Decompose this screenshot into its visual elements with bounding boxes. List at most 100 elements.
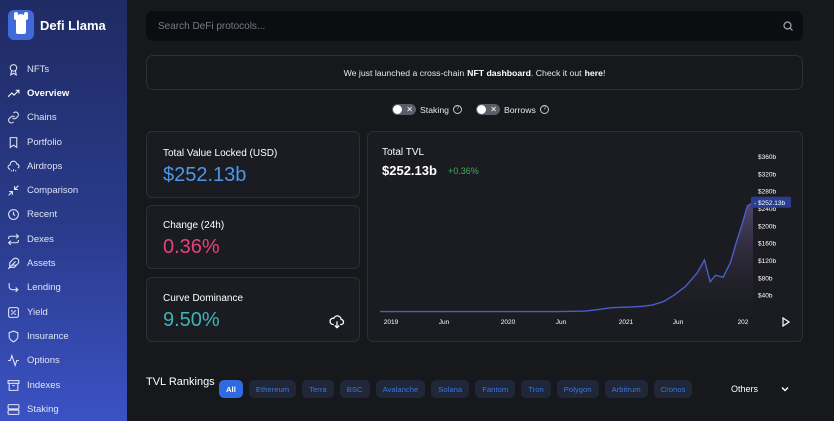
chain-filter-bsc[interactable]: BSC xyxy=(339,380,370,398)
x-tick-label: 2021 xyxy=(619,319,634,326)
feather-icon xyxy=(7,257,20,270)
chain-filter-terra[interactable]: Terra xyxy=(302,380,334,398)
search-icon xyxy=(783,21,793,31)
staking-toggle[interactable]: ✕ Staking ? xyxy=(392,104,462,115)
y-tick-label: $240b xyxy=(758,206,776,213)
chart-change: +0.36% xyxy=(448,166,479,176)
sidebar-item-label: Airdrops xyxy=(27,160,63,172)
y-tick-label: $120b xyxy=(758,258,776,265)
search-input[interactable] xyxy=(146,11,773,41)
sidebar-item-airdrops[interactable]: Airdrops xyxy=(0,154,127,178)
x-tick-label: Jun xyxy=(439,319,450,326)
bookmark-icon xyxy=(9,136,18,148)
tvl-chart[interactable]: $40b $80b $120b $160b $200b $240b $280b $320b $3… xyxy=(368,132,803,342)
dominance-label: Curve Dominance xyxy=(163,293,244,304)
play-icon[interactable] xyxy=(781,317,791,327)
close-icon: ✕ xyxy=(490,105,497,114)
activity-icon xyxy=(8,354,19,368)
x-tick-label: 2020 xyxy=(501,319,516,326)
others-dropdown[interactable]: Others xyxy=(731,384,759,394)
borrows-label: Borrows xyxy=(503,104,536,115)
banner-text-suffix: ! xyxy=(602,67,606,78)
chain-filter-avalanche[interactable]: Avalanche xyxy=(375,380,426,398)
y-tick-label: $160b xyxy=(758,241,776,248)
sidebar: Defi Llama NFTs Overview Chains Portfoli… xyxy=(0,0,127,421)
x-tick-label: Jun xyxy=(556,319,567,326)
sidebar-item-label: Options xyxy=(27,355,60,367)
help-icon[interactable]: ? xyxy=(452,105,462,114)
banner-text-bold: NFT dashboard xyxy=(467,67,531,78)
staking-switch[interactable]: ✕ xyxy=(392,104,416,115)
sidebar-item-recent[interactable]: Recent xyxy=(0,203,127,227)
sidebar-item-label: Yield xyxy=(27,306,48,318)
sidebar-item-chains[interactable]: Chains xyxy=(0,106,127,130)
sidebar-item-nfts[interactable]: NFTs xyxy=(0,57,127,81)
sidebar-item-label: Dexes xyxy=(27,233,54,245)
nft-icon xyxy=(9,63,18,76)
chain-filter-solana[interactable]: Solana xyxy=(431,380,470,398)
sidebar-item-label: Recent xyxy=(27,209,58,221)
sidebar-item-lending[interactable]: Lending xyxy=(0,276,127,300)
sidebar-item-indexes[interactable]: Indexes xyxy=(0,373,127,397)
banner-link[interactable]: here xyxy=(584,67,603,78)
chain-filter: All Ethereum Terra BSC Avalanche Solana Fantom… xyxy=(219,380,693,398)
app-name: Defi Llama xyxy=(40,17,106,33)
cloud-rain-icon xyxy=(7,160,20,172)
banner-text-middle: . Check it out xyxy=(530,67,582,78)
y-tick-label: $200b xyxy=(758,223,776,230)
dominance-card: Curve Dominance 9.50% xyxy=(146,277,360,342)
help-icon[interactable]: ? xyxy=(539,105,549,114)
download-cloud-icon[interactable] xyxy=(329,315,345,329)
y-tick-label: $80b xyxy=(758,275,773,282)
chain-filter-polygon[interactable]: Polygon xyxy=(556,380,599,398)
tvl-label: Total Value Locked (USD) xyxy=(163,148,278,159)
tvl-card: Total Value Locked (USD) $252.13b xyxy=(146,131,360,198)
chain-filter-ethereum[interactable]: Ethereum xyxy=(248,380,297,398)
sidebar-item-label: Assets xyxy=(27,258,56,270)
sidebar-item-dexes[interactable]: Dexes xyxy=(0,227,127,251)
y-tick-label: $40b xyxy=(758,293,773,300)
close-icon: ✕ xyxy=(406,105,413,114)
sidebar-item-overview[interactable]: Overview xyxy=(0,81,127,105)
x-tick-label: 202 xyxy=(738,319,749,326)
sidebar-item-portfolio[interactable]: Portfolio xyxy=(0,130,127,154)
server-icon xyxy=(7,403,20,415)
sidebar-item-label: Chains xyxy=(27,112,57,124)
sidebar-item-comparison[interactable]: Comparison xyxy=(0,178,127,202)
chart-title: Total TVL xyxy=(382,147,425,158)
sidebar-item-label: NFTs xyxy=(27,63,50,75)
lending-icon xyxy=(8,283,19,293)
sidebar-item-label: Indexes xyxy=(27,379,61,391)
change-label: Change (24h) xyxy=(163,220,225,231)
trending-up-icon xyxy=(7,89,20,98)
borrows-toggle[interactable]: ✕ Borrows ? xyxy=(475,104,549,115)
chain-filter-cronos[interactable]: Cronos xyxy=(653,380,693,398)
sidebar-item-label: Portfolio xyxy=(27,136,62,148)
borrows-switch[interactable]: ✕ xyxy=(475,104,500,115)
sidebar-item-yield[interactable]: Yield xyxy=(0,300,127,324)
sidebar-item-staking[interactable]: Staking xyxy=(0,397,127,421)
staking-label: Staking xyxy=(420,104,449,115)
sidebar-item-assets[interactable]: Assets xyxy=(0,251,127,275)
announcement-banner: We just launched a cross-chain NFT dashb… xyxy=(146,55,803,90)
change-value: 0.36% xyxy=(163,236,220,258)
current-value-label: - $252.13b xyxy=(754,200,785,207)
y-tick-label: $320b xyxy=(758,171,776,178)
chain-filter-arbitrum[interactable]: Arbitrum xyxy=(604,380,648,398)
tvl-chart-card: $40b $80b $120b $160b $200b $240b $280b $320b $3… xyxy=(367,131,803,342)
x-tick-label: 2019 xyxy=(384,319,399,326)
chain-filter-tron[interactable]: Tron xyxy=(521,380,551,398)
sidebar-item-insurance[interactable]: Insurance xyxy=(0,324,127,348)
chain-filter-all[interactable]: All xyxy=(219,380,243,398)
search-bar xyxy=(146,11,803,41)
logo[interactable]: Defi Llama xyxy=(8,8,106,42)
chevron-down-icon[interactable] xyxy=(780,384,790,394)
search-button[interactable] xyxy=(773,20,803,32)
sidebar-item-label: Comparison xyxy=(27,185,79,197)
chart-value: $252.13b xyxy=(382,163,437,178)
percent-icon xyxy=(8,306,19,318)
repeat-icon xyxy=(7,233,20,246)
chain-filter-fantom[interactable]: Fantom xyxy=(475,380,516,398)
sidebar-item-options[interactable]: Options xyxy=(0,349,127,373)
chart-area xyxy=(380,202,753,312)
